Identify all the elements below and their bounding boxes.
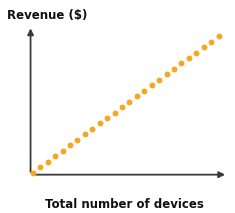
Point (90, 127, 94, 131)
Point (105, 116, 109, 120)
Point (202, 45, 206, 49)
Point (39, 165, 42, 169)
Point (142, 89, 146, 92)
Point (135, 95, 139, 98)
Point (187, 56, 191, 60)
Point (165, 73, 168, 76)
Point (194, 51, 198, 54)
Point (53, 154, 57, 158)
Point (217, 35, 220, 38)
Point (31, 171, 35, 174)
Text: Total number of devices: Total number of devices (45, 198, 204, 211)
Point (157, 78, 161, 82)
Point (76, 138, 79, 141)
Point (46, 160, 50, 163)
Point (113, 111, 117, 114)
Point (180, 62, 183, 65)
Point (150, 83, 154, 87)
Point (61, 149, 64, 153)
Point (128, 100, 131, 103)
Text: Revenue ($): Revenue ($) (7, 9, 87, 22)
Point (172, 67, 176, 71)
Point (209, 40, 213, 43)
Point (68, 144, 72, 147)
Point (120, 105, 124, 109)
Point (98, 122, 102, 125)
Point (83, 133, 87, 136)
